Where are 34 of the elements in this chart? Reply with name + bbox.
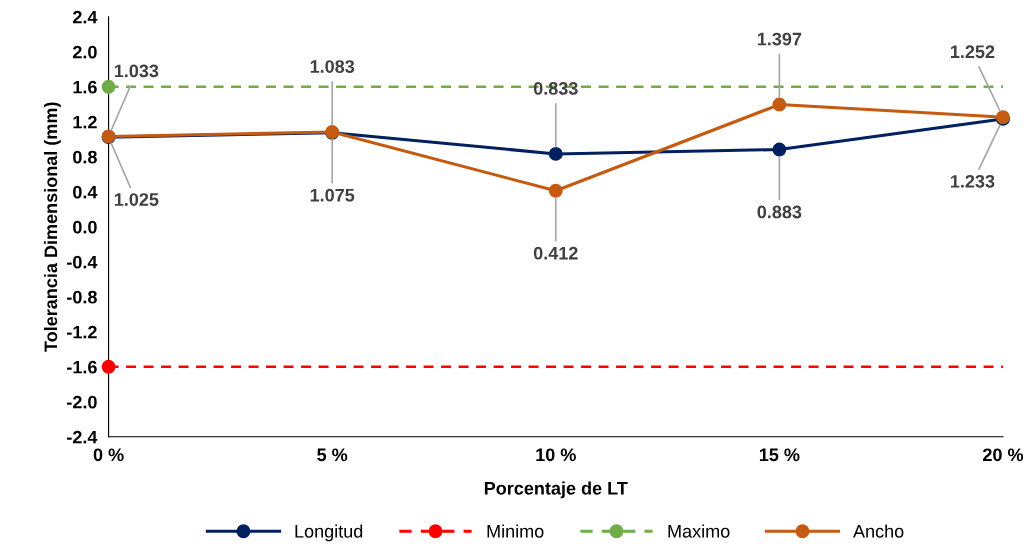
- x-tick-label: 20 %: [983, 448, 1024, 462]
- legend-label: Longitud: [295, 524, 363, 542]
- data-label: 1.083: [310, 60, 355, 73]
- legend-label: Maximo: [668, 524, 730, 538]
- data-label: 1.233: [950, 174, 995, 188]
- y-tick-label: 0.0: [73, 220, 97, 234]
- data-label: 1.252: [950, 45, 995, 59]
- x-tick-label: 10 %: [536, 448, 576, 462]
- y-tick-label: -0.8: [67, 290, 97, 304]
- x-tick-label: 15 %: [759, 448, 800, 462]
- y-tick-label: -0.4: [67, 255, 98, 269]
- y-tick-label: 1.2: [73, 115, 97, 129]
- x-tick-label: 0 %: [93, 448, 124, 462]
- data-label: 0.833: [533, 82, 578, 95]
- data-label: 1.397: [757, 32, 802, 46]
- y-tick-label: 0.4: [73, 185, 98, 199]
- y-tick-label: 0.8: [73, 150, 97, 164]
- y-tick-label: 2.4: [72, 10, 98, 24]
- data-label: 1.025: [114, 193, 159, 206]
- y-axis-title: Tolerancia Dimensional (mm): [43, 102, 61, 352]
- data-label: 0.883: [757, 205, 802, 219]
- x-axis-title: Porcentaje de LT: [484, 481, 628, 499]
- x-tick-label: 5 %: [317, 448, 348, 462]
- y-tick-label: 2.0: [72, 45, 97, 59]
- y-tick-label: -2.4: [67, 430, 98, 444]
- y-tick-label: -1.6: [67, 360, 97, 374]
- legend-label: Minimo: [487, 524, 544, 538]
- y-tick-label: -1.2: [67, 325, 97, 339]
- data-label: 0.412: [533, 246, 578, 260]
- data-label: 1.075: [310, 188, 355, 202]
- y-tick-label: -2.0: [67, 395, 97, 409]
- legend-label: Ancho: [853, 524, 904, 538]
- data-label: 1.033: [114, 64, 159, 78]
- y-tick-label: 1.6: [73, 80, 97, 94]
